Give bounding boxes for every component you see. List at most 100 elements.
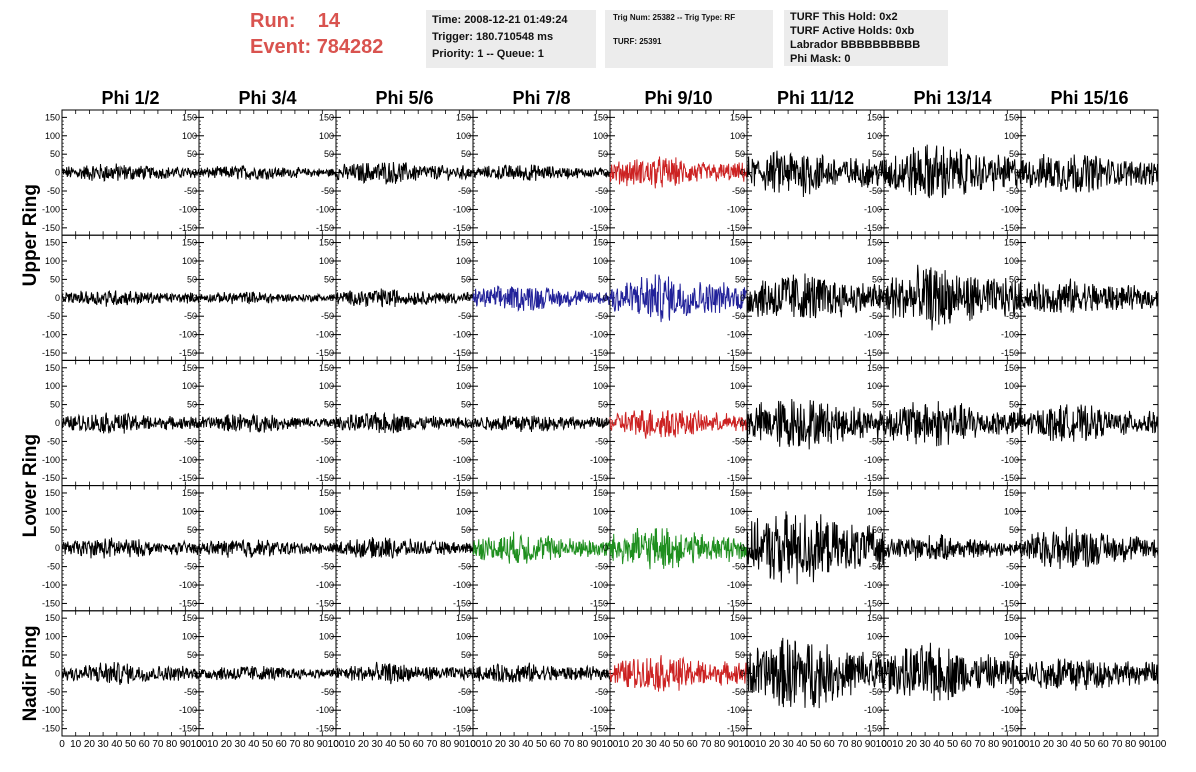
y-tick-label: -50 bbox=[1006, 687, 1019, 697]
y-tick-label: -50 bbox=[1006, 186, 1019, 196]
y-tick-label: -100 bbox=[727, 705, 745, 715]
x-tick-label: 100 bbox=[1150, 739, 1167, 750]
waveform-series bbox=[883, 534, 1022, 561]
phi-mask-line: Phi Mask: 0 bbox=[790, 53, 851, 65]
y-tick-label: -150 bbox=[453, 724, 471, 734]
y-tick-label: 100 bbox=[1004, 256, 1019, 266]
y-tick-label: -50 bbox=[47, 562, 60, 572]
y-tick-label: -100 bbox=[864, 455, 882, 465]
y-tick-label: -100 bbox=[1001, 455, 1019, 465]
x-tick-label: 10 bbox=[481, 739, 493, 750]
x-tick-label: 90 bbox=[1139, 739, 1151, 750]
y-tick-label: 50 bbox=[187, 400, 197, 410]
trigger-line: Trigger: 180.710548 ms bbox=[432, 31, 554, 43]
waveform-series bbox=[335, 161, 474, 185]
y-tick-label: 100 bbox=[45, 632, 60, 642]
run-value: 14 bbox=[317, 10, 341, 32]
y-tick-label: -100 bbox=[316, 580, 334, 590]
y-tick-label: -50 bbox=[184, 436, 197, 446]
y-tick-label: -50 bbox=[47, 687, 60, 697]
y-tick-label: 150 bbox=[45, 613, 60, 623]
waveform-series bbox=[61, 537, 200, 559]
y-tick-label: -100 bbox=[179, 455, 197, 465]
y-tick-label: 100 bbox=[319, 381, 334, 391]
waveform-series bbox=[1020, 278, 1159, 313]
y-tick-label: 50 bbox=[598, 400, 608, 410]
run-event-box: Run: 14 Event: 784282 bbox=[250, 8, 383, 60]
y-tick-label: 150 bbox=[182, 112, 197, 122]
y-tick-label: 0 bbox=[466, 543, 471, 553]
waveform-series bbox=[472, 415, 611, 433]
y-tick-label: -150 bbox=[316, 223, 334, 233]
x-tick-label: 20 bbox=[84, 739, 96, 750]
y-tick-label: 150 bbox=[456, 363, 471, 373]
y-tick-label: 0 bbox=[329, 668, 334, 678]
y-tick-label: 100 bbox=[867, 131, 882, 141]
y-tick-label: -100 bbox=[453, 204, 471, 214]
x-tick-label: 10 bbox=[1029, 739, 1041, 750]
y-tick-label: -150 bbox=[179, 473, 197, 483]
y-tick-label: 100 bbox=[456, 506, 471, 516]
y-tick-label: -100 bbox=[1001, 204, 1019, 214]
y-tick-label: 100 bbox=[45, 506, 60, 516]
y-tick-label: 100 bbox=[867, 256, 882, 266]
y-tick-label: 100 bbox=[45, 381, 60, 391]
y-tick-label: 150 bbox=[593, 488, 608, 498]
y-tick-label: -100 bbox=[727, 580, 745, 590]
y-tick-label: 0 bbox=[603, 543, 608, 553]
y-tick-label: 0 bbox=[466, 293, 471, 303]
x-tick-label: 10 bbox=[755, 739, 767, 750]
waveform-series bbox=[883, 264, 1022, 331]
y-tick-label: 0 bbox=[740, 293, 745, 303]
y-tick-label: -50 bbox=[458, 562, 471, 572]
y-tick-label: -150 bbox=[727, 473, 745, 483]
x-tick-label: 70 bbox=[426, 739, 438, 750]
y-tick-label: -150 bbox=[864, 348, 882, 358]
x-tick-label: 60 bbox=[687, 739, 699, 750]
y-tick-label: 50 bbox=[1009, 274, 1019, 284]
y-tick-label: -100 bbox=[590, 705, 608, 715]
x-tick-label: 100 bbox=[1013, 739, 1030, 750]
waveform-series bbox=[746, 637, 885, 709]
y-tick-label: 0 bbox=[192, 418, 197, 428]
waveform-series bbox=[609, 156, 748, 189]
y-tick-label: -100 bbox=[727, 455, 745, 465]
y-tick-label: 50 bbox=[324, 525, 334, 535]
event-value: 784282 bbox=[316, 36, 384, 58]
y-tick-label: 50 bbox=[461, 650, 471, 660]
y-tick-label: -50 bbox=[321, 311, 334, 321]
y-tick-label: -50 bbox=[595, 311, 608, 321]
y-tick-label: -50 bbox=[47, 436, 60, 446]
y-tick-label: 0 bbox=[877, 293, 882, 303]
y-tick-label: 150 bbox=[456, 238, 471, 248]
y-tick-label: 0 bbox=[192, 543, 197, 553]
x-tick-label: 80 bbox=[577, 739, 589, 750]
x-tick-label: 70 bbox=[152, 739, 164, 750]
x-tick-label: 80 bbox=[988, 739, 1000, 750]
labrador-line: Labrador BBBBBBBBBB bbox=[790, 39, 921, 51]
y-tick-label: 0 bbox=[1014, 293, 1019, 303]
x-tick-label: 50 bbox=[536, 739, 548, 750]
waveform-series bbox=[1020, 658, 1159, 691]
y-tick-label: 50 bbox=[1009, 149, 1019, 159]
y-tick-label: -150 bbox=[864, 724, 882, 734]
x-tick-label: 0 bbox=[1018, 739, 1024, 750]
y-tick-label: -50 bbox=[1006, 311, 1019, 321]
row-label: Lower Ring bbox=[20, 434, 41, 537]
x-tick-label: 0 bbox=[881, 739, 887, 750]
y-tick-label: 0 bbox=[877, 418, 882, 428]
y-tick-label: -150 bbox=[1001, 348, 1019, 358]
x-tick-label: 30 bbox=[509, 739, 521, 750]
y-tick-label: 150 bbox=[730, 112, 745, 122]
y-tick-label: -150 bbox=[864, 223, 882, 233]
waveform-series bbox=[746, 398, 885, 450]
y-tick-label: 100 bbox=[593, 506, 608, 516]
y-tick-label: 50 bbox=[1009, 400, 1019, 410]
run-row: Run: 14 bbox=[250, 8, 383, 34]
y-tick-label: 100 bbox=[730, 381, 745, 391]
x-tick-label: 40 bbox=[522, 739, 534, 750]
x-tick-label: 10 bbox=[207, 739, 219, 750]
y-tick-label: 150 bbox=[319, 363, 334, 373]
y-tick-label: 50 bbox=[324, 274, 334, 284]
